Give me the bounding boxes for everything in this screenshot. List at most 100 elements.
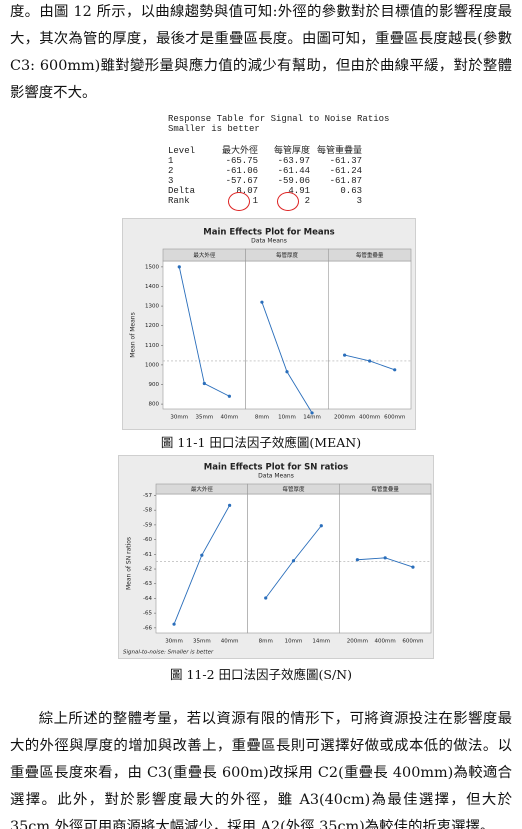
paragraph: 綜上所述的整體考量，若以資源有限的情形下，可將資源投注在影響度最大的外徑與厚度的…	[10, 711, 512, 829]
table-cell: -61.87	[329, 176, 362, 186]
x-tick-label: 200mm	[347, 639, 368, 645]
data-point	[228, 503, 232, 507]
panel-label: 最大外徑	[193, 251, 216, 259]
x-tick-label: 40mm	[221, 639, 239, 645]
y-axis-label: Mean of SN ratios	[126, 537, 133, 590]
table-cell: 每管厚度	[273, 146, 310, 156]
table-cell: -61.44	[277, 166, 310, 176]
panel-strip	[339, 483, 432, 495]
y-tick-label: 800	[149, 402, 160, 408]
table-cell: -59.06	[277, 176, 310, 186]
table-cell: 0.63	[340, 186, 362, 196]
panel-strip	[328, 248, 412, 262]
y-tick-label: 1100	[145, 343, 159, 349]
table: Level 最大外徑 每管厚度 每管重疊量 1 -65.75 -63.97 -61.37 2 -6…	[168, 146, 366, 206]
table-cell: 2	[304, 196, 310, 206]
table-cell: 3	[356, 196, 362, 206]
x-tick-label: 14mm	[312, 639, 330, 645]
y-tick-label: 900	[149, 382, 160, 388]
x-tick-label: 30mm	[165, 639, 183, 645]
y-tick-label: 1300	[145, 304, 159, 310]
y-tick-label: 1500	[145, 264, 159, 270]
table-row: 3 -57.67 -59.06 -61.87	[168, 176, 366, 186]
figure-caption: 圖 11-2 田口法因子效應圖(S/N)	[170, 667, 352, 682]
x-tick-label: 40mm	[221, 415, 239, 421]
y-tick-label: 1000	[145, 362, 159, 368]
figure-caption: 圖 11-1 田口法因子效應圖(MEAN)	[160, 435, 362, 450]
response-table: Response Table for Signal to Noise Ratio…	[168, 114, 389, 206]
highlight-circle	[277, 192, 299, 211]
x-tick-label: 400mm	[359, 415, 380, 421]
y-tick-label: -58	[143, 508, 152, 514]
table-row: 1 -65.75 -63.97 -61.37	[168, 156, 366, 166]
x-tick-label: 30mm	[170, 415, 188, 421]
data-point	[177, 265, 181, 269]
y-tick-label: -59	[143, 522, 152, 528]
table-cell: 8.07	[236, 186, 258, 196]
y-tick-label: -64	[143, 596, 152, 602]
panel-label: 每管重疊量	[356, 251, 384, 259]
data-point	[260, 300, 264, 304]
y-tick-label: -63	[143, 581, 152, 587]
x-tick-label: 10mm	[278, 415, 296, 421]
x-tick-label: 35mm	[195, 415, 213, 421]
data-point	[285, 370, 289, 374]
x-tick-label: 8mm	[259, 639, 273, 645]
x-tick-label: 35mm	[193, 639, 211, 645]
y-tick-label: -65	[143, 611, 152, 617]
y-tick-label: -62	[143, 567, 152, 573]
table-cell: -61.24	[329, 166, 362, 176]
y-tick-label: -61	[143, 552, 152, 558]
data-point	[264, 596, 268, 600]
table-cell: 每管重疊量	[316, 146, 362, 156]
table-cell: 3	[168, 176, 174, 186]
table-row: 2 -61.06 -61.44 -61.24	[168, 166, 366, 176]
table-cell: -61.06	[225, 166, 258, 176]
table-cell: Level	[168, 146, 196, 156]
data-point	[393, 368, 397, 372]
x-tick-label: 600mm	[402, 639, 423, 645]
table-cell: -57.67	[225, 176, 258, 186]
table-cell: 2	[168, 166, 174, 176]
table-row: Level 最大外徑 每管厚度 每管重疊量	[168, 146, 366, 156]
data-point	[411, 565, 415, 569]
data-point	[319, 524, 323, 528]
chart-subtitle: Data Means	[251, 238, 287, 245]
table-title: Response Table for Signal to Noise Ratio…	[168, 114, 390, 124]
table-cell: 1	[168, 156, 174, 166]
chart-subtitle: Data Means	[258, 473, 294, 480]
paragraph: 度。由圖 12 所示，以曲線趨勢與值可知:外徑的參數對於目標值的影響程度最大，其…	[10, 4, 512, 101]
data-point	[291, 559, 296, 563]
figure: Main Effects Plot for Means Data Means 最大外…	[122, 218, 416, 430]
highlight-circle	[228, 192, 250, 211]
table-cell: -63.97	[277, 156, 310, 166]
panel	[339, 493, 432, 634]
y-tick-label: 1200	[145, 323, 159, 329]
data-point	[227, 394, 231, 398]
panel	[328, 260, 412, 410]
x-tick-label: 10mm	[285, 639, 303, 645]
y-axis-label: Mean of Means	[130, 312, 137, 357]
data-point	[383, 556, 387, 560]
y-tick-label: -60	[143, 537, 152, 543]
panel-label: 每管厚度	[276, 251, 299, 259]
panel	[162, 260, 246, 410]
table-cell: Delta	[168, 186, 196, 196]
table-row: Rank 1 2 3	[168, 196, 366, 206]
panel	[245, 260, 329, 410]
y-tick-label: -66	[143, 625, 152, 631]
panel-label: 每管重疊量	[371, 485, 399, 493]
y-tick-label: 1400	[145, 284, 159, 290]
table-row: Delta 8.07 4.91 0.63	[168, 186, 366, 196]
table-cell: -61.37	[329, 156, 362, 166]
table-cell: 1	[252, 196, 258, 206]
x-tick-label: 400mm	[375, 639, 396, 645]
x-tick-label: 200mm	[334, 415, 355, 421]
x-tick-label: 600mm	[384, 415, 405, 421]
panel-label: 最大外徑	[191, 485, 214, 493]
table-cell: 最大外徑	[221, 146, 258, 156]
chart-title: Main Effects Plot for SN ratios	[204, 463, 348, 473]
